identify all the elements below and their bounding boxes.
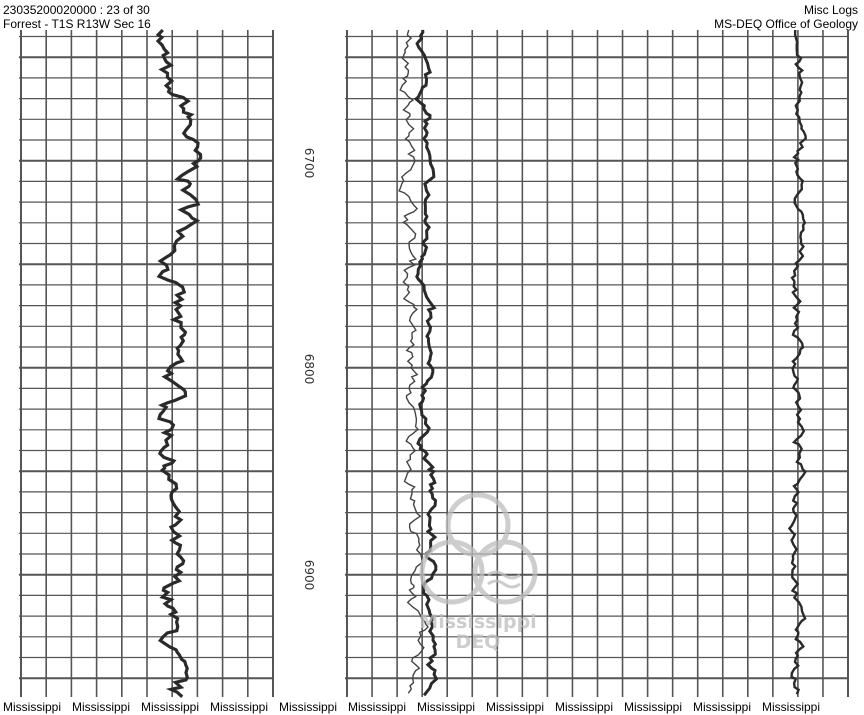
mississippi-deq-watermark: Mississippi DEQ: [419, 492, 538, 653]
log-curves: [155, 28, 807, 698]
depth-label-6700: 6700: [302, 148, 316, 179]
depth-label-6800: 6800: [302, 354, 316, 385]
footer-label: Mississippi: [279, 700, 338, 714]
footer-label: Mississippi: [72, 700, 131, 714]
watermark-line2: DEQ: [456, 631, 501, 653]
watermark-line1: Mississippi: [419, 611, 536, 633]
watermark-circle-top: [445, 492, 511, 558]
footer-watermark-strip: Mississippi Mississippi Mississippi Miss…: [0, 700, 864, 715]
depth-label-6900: 6900: [302, 560, 316, 591]
right-track-far-curve: [787, 29, 807, 695]
right-track-grid: [345, 30, 849, 697]
water-wave-icon: [487, 570, 521, 589]
right-track-thin-curve: [398, 29, 429, 694]
footer-label: Mississippi: [486, 700, 545, 714]
right-track-heavy-curve: [413, 29, 439, 697]
left-track-grid: [19, 30, 274, 697]
footer-label: Mississippi: [141, 700, 200, 714]
agency-label: MS-DEQ Office of Geology: [714, 17, 858, 31]
footer-label: Mississippi: [693, 700, 752, 714]
footer-label: Mississippi: [210, 700, 269, 714]
footer-label: Mississippi: [417, 700, 476, 714]
left-track-curve: [155, 28, 203, 698]
footer-label: Mississippi: [762, 700, 821, 714]
watermark-circle-right: [472, 539, 538, 605]
watermark-circle-left: [419, 539, 485, 605]
footer-label: Mississippi: [3, 700, 62, 714]
footer-label: Mississippi: [348, 700, 407, 714]
doc-type-label: Misc Logs: [803, 3, 858, 17]
footer-label: Mississippi: [624, 700, 683, 714]
well-id-page-label: 23035200020000 : 23 of 30: [3, 3, 150, 17]
footer-label: Mississippi: [555, 700, 614, 714]
location-label: Forrest - T1S R13W Sec 16: [3, 17, 151, 31]
